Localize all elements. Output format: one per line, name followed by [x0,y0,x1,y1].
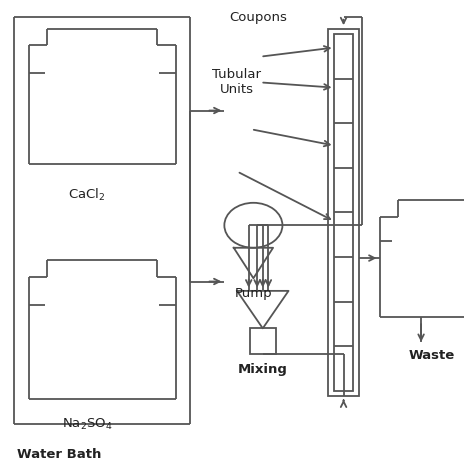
Text: Tubular
Units: Tubular Units [212,68,262,96]
Text: Water Bath: Water Bath [17,448,101,461]
Text: Coupons: Coupons [229,11,287,24]
Bar [250,328,276,354]
Bar [328,28,359,396]
Text: CaCl$_2$: CaCl$_2$ [68,187,106,203]
Text: Mixing: Mixing [238,363,288,375]
Bar [334,34,353,391]
Text: Pump: Pump [235,287,272,300]
Ellipse shape [224,203,283,248]
Text: Na$_2$SO$_4$: Na$_2$SO$_4$ [62,417,112,432]
Text: Waste: Waste [408,349,455,363]
